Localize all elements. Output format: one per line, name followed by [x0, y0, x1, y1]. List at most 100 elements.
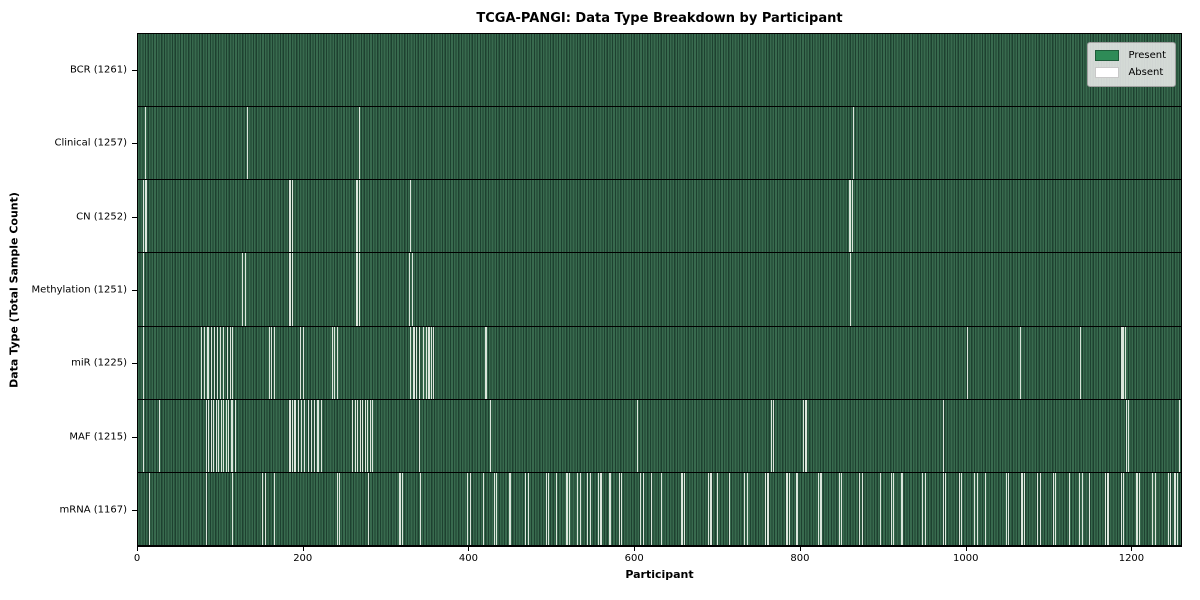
absent-stripe	[207, 326, 209, 399]
absent-stripe	[356, 180, 358, 253]
y-tick-label: Clinical (1257)	[54, 137, 128, 149]
absent-stripe	[890, 472, 892, 545]
absent-stripe	[142, 180, 145, 253]
absent-stripe	[1052, 472, 1054, 545]
absent-stripe	[710, 472, 712, 545]
absent-stripe	[589, 472, 591, 545]
row-band-Clinical	[138, 107, 1181, 181]
absent-stripe	[142, 399, 145, 472]
x-tick-mark	[468, 547, 470, 551]
absent-stripe	[358, 107, 361, 180]
absent-stripe	[359, 399, 361, 472]
absent-stripe	[901, 472, 903, 545]
absent-stripe	[803, 399, 805, 472]
absent-stripe	[861, 472, 863, 545]
absent-stripe	[358, 180, 361, 253]
absent-stripe	[1136, 472, 1138, 545]
absent-stripe	[788, 472, 791, 545]
absent-stripe	[1037, 472, 1039, 545]
absent-stripe	[242, 253, 244, 326]
absent-stripe	[148, 472, 150, 545]
x-tick-label: 400	[458, 553, 479, 564]
absent-stripe	[399, 472, 401, 545]
absent-stripe	[1174, 472, 1176, 545]
absent-stripe	[568, 472, 571, 545]
absent-stripe	[314, 399, 316, 472]
absent-stripe	[369, 399, 371, 472]
absent-stripe	[770, 399, 772, 472]
absent-stripe	[1167, 472, 1169, 545]
absent-stripe	[264, 472, 266, 545]
x-tick-mark	[965, 547, 967, 551]
absent-stripe	[1081, 472, 1083, 545]
absent-stripe	[469, 472, 471, 545]
absent-stripe	[1079, 472, 1081, 545]
absent-stripe	[420, 472, 422, 545]
absent-stripe	[805, 399, 807, 472]
absent-stripe	[226, 326, 228, 399]
x-tick-label: 800	[790, 553, 810, 564]
absent-stripe	[223, 399, 225, 472]
x-tick-mark	[1131, 547, 1133, 551]
absent-stripe	[208, 399, 210, 472]
absent-stripe	[367, 399, 369, 472]
absent-stripe	[356, 253, 358, 326]
y-tick-label: CN (1252)	[76, 211, 127, 223]
absent-stripe	[415, 326, 418, 399]
absent-stripe	[600, 472, 602, 545]
x-tick-label: 600	[624, 553, 644, 564]
y-tick-label: MAF (1215)	[69, 431, 127, 443]
absent-stripe	[291, 253, 294, 326]
legend-label-absent: Absent	[1128, 67, 1164, 78]
absent-stripe	[660, 472, 662, 545]
absent-stripe	[1120, 472, 1122, 545]
x-tick-label: 1000	[952, 553, 979, 564]
absent-stripe	[958, 472, 960, 545]
absent-stripe	[372, 399, 374, 472]
absent-stripe	[1080, 326, 1082, 399]
absent-stripe	[1121, 326, 1123, 399]
absent-stripe	[849, 180, 851, 253]
absent-stripe	[232, 326, 234, 399]
absent-stripe	[618, 472, 620, 545]
absent-stripe	[262, 472, 264, 545]
absent-stripe	[362, 399, 364, 472]
absent-stripe	[320, 399, 322, 472]
x-tick-label: 0	[133, 553, 141, 564]
absent-stripe	[419, 326, 421, 399]
absent-stripe	[354, 399, 356, 472]
row-band-CN	[138, 180, 1181, 254]
absent-stripe	[525, 472, 527, 545]
absent-stripe	[587, 472, 589, 545]
absent-stripe	[289, 399, 291, 472]
absent-stripe	[317, 399, 319, 472]
absent-stripe	[411, 253, 413, 326]
row-band-mRNA	[138, 472, 1181, 546]
y-tick-mark	[132, 510, 137, 512]
absent-stripe	[1005, 472, 1007, 545]
absent-stripe	[545, 472, 547, 545]
absent-stripe	[496, 472, 498, 545]
absent-stripe	[527, 472, 529, 545]
row-band-BCR	[138, 34, 1181, 108]
absent-stripe	[302, 326, 304, 399]
absent-stripe	[773, 399, 775, 472]
absent-stripe	[216, 326, 218, 399]
absent-stripe	[271, 326, 273, 399]
absent-stripe	[422, 326, 424, 399]
x-tick-mark	[634, 547, 636, 551]
y-tick-mark	[132, 69, 137, 71]
absent-stripe	[331, 326, 333, 399]
absent-stripe	[210, 326, 212, 399]
absent-stripe	[744, 472, 746, 545]
absent-stripe	[820, 472, 822, 545]
absent-stripe	[767, 472, 769, 545]
absent-stripe	[410, 180, 412, 253]
absent-stripe	[984, 472, 987, 545]
absent-stripe	[966, 326, 968, 399]
absent-stripe	[945, 472, 947, 545]
absent-stripe	[1008, 472, 1010, 545]
x-tick-mark	[137, 547, 138, 551]
absent-stripe	[852, 107, 854, 180]
absent-stripe	[976, 472, 978, 545]
